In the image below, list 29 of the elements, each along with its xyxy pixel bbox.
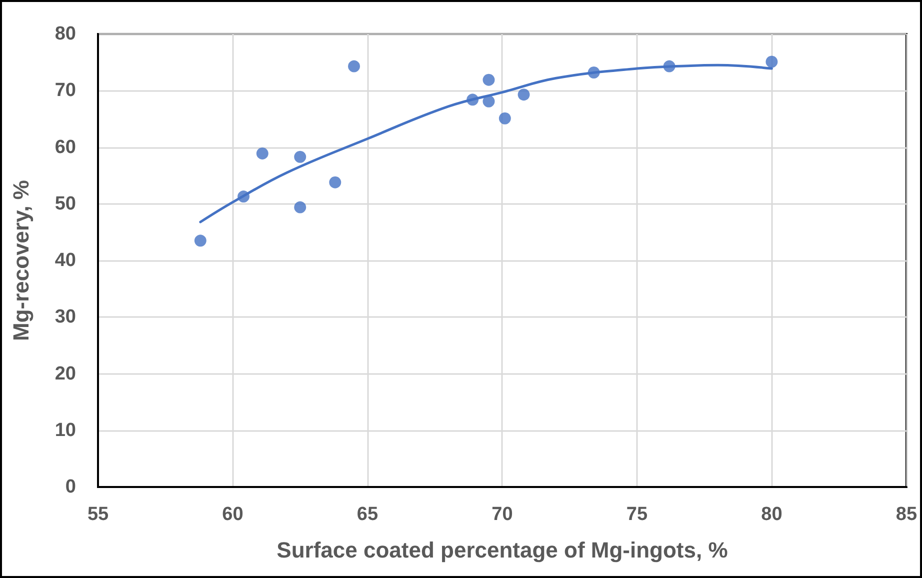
y-tick-label: 60 — [54, 136, 76, 158]
point — [498, 112, 511, 124]
point — [482, 74, 495, 86]
x-tick-label: 75 — [626, 504, 648, 525]
x-axis-title: Surface coated percentage of Mg-ingots, % — [276, 538, 728, 562]
point — [194, 234, 206, 247]
point — [518, 88, 530, 101]
y-tick-label: 80 — [54, 24, 76, 44]
y-tick-label: 20 — [54, 363, 76, 384]
x-tick-label: 80 — [761, 504, 782, 525]
point — [348, 60, 360, 72]
point — [766, 56, 778, 68]
x-tick-label: 70 — [492, 504, 513, 525]
point — [294, 150, 306, 163]
x-tick-label: 60 — [222, 504, 244, 525]
point — [329, 176, 342, 188]
point — [256, 147, 268, 160]
y-tick-label: 50 — [54, 193, 76, 214]
y-tick-label: 30 — [54, 306, 76, 328]
y-tick-label: 70 — [54, 80, 76, 102]
x-tick-label: 85 — [896, 504, 918, 525]
x-tick-label: 65 — [356, 504, 378, 525]
y-axis-title: Mg-recovery, % — [8, 180, 34, 341]
y-tick-label: 10 — [54, 420, 76, 441]
point — [294, 201, 306, 214]
y-tick-label: 40 — [54, 250, 76, 271]
y-tick-label: 0 — [65, 476, 76, 498]
x-tick-label: 55 — [87, 504, 109, 525]
point — [482, 95, 495, 108]
